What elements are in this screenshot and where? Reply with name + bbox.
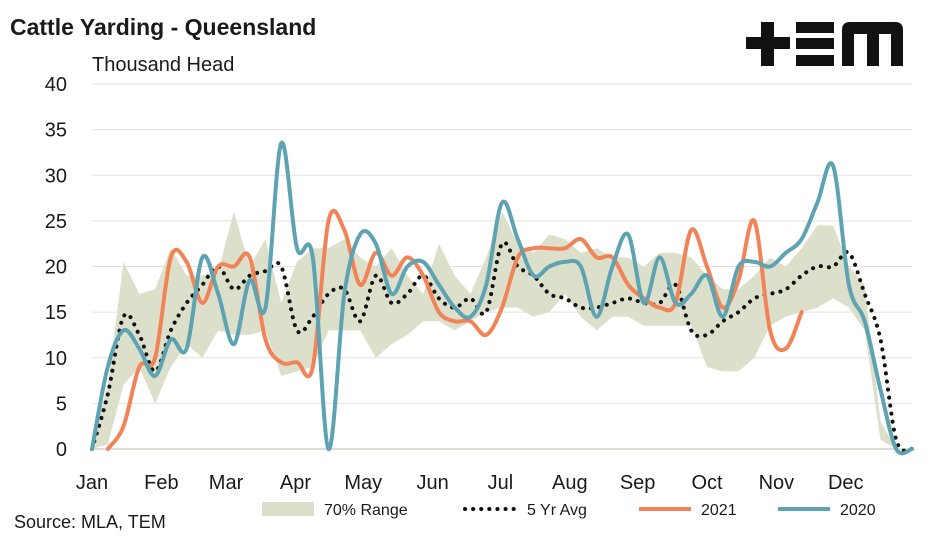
series-line-2021 xyxy=(105,208,804,451)
series-lines xyxy=(90,140,914,456)
legend-label: 2021 xyxy=(701,502,737,519)
x-tick-label: Dec xyxy=(828,472,864,494)
chart-title: Cattle Yarding - Queensland xyxy=(10,14,317,40)
y-tick-label: 5 xyxy=(56,393,67,415)
x-tick-label: Jan xyxy=(76,472,108,494)
x-tick-label: Mar xyxy=(209,472,244,494)
legend-label: 2020 xyxy=(840,502,876,519)
y-tick-label: 35 xyxy=(45,120,67,142)
range-band xyxy=(92,211,912,449)
y-tick-label: 20 xyxy=(45,257,67,279)
x-tick-label: Jun xyxy=(416,472,448,494)
x-axis-ticks: Jan Feb Mar Apr May Jun Jul Aug Sep Oct Nov Dec xyxy=(76,472,864,494)
legend-item: 70% Range xyxy=(262,502,408,519)
y-tick-label: 25 xyxy=(45,211,67,233)
x-tick-label: Nov xyxy=(759,472,795,494)
legend-item: 2021 xyxy=(639,502,737,519)
x-tick-label: Aug xyxy=(552,472,588,494)
y-tick-label: 10 xyxy=(45,348,67,370)
x-tick-label: Feb xyxy=(144,472,178,494)
source-note: Source: MLA, TEM xyxy=(14,512,166,532)
x-tick-label: May xyxy=(344,472,382,494)
legend-item: 2020 xyxy=(778,502,876,519)
legend-swatch xyxy=(262,502,314,516)
legend-label: 70% Range xyxy=(324,502,408,519)
x-tick-label: Apr xyxy=(280,472,311,494)
series-line-5-yr-avg xyxy=(90,240,914,453)
legend-item: 5 Yr Avg xyxy=(463,502,587,519)
range-band-area xyxy=(92,211,912,449)
y-tick-label: 30 xyxy=(45,165,67,187)
x-tick-label: Jul xyxy=(488,472,514,494)
y-axis-unit-label: Thousand Head xyxy=(92,54,235,76)
y-tick-label: 40 xyxy=(45,74,67,96)
x-tick-label: Sep xyxy=(620,472,656,494)
legend-label: 5 Yr Avg xyxy=(527,502,587,519)
y-tick-label: 15 xyxy=(45,302,67,324)
series-line-2020 xyxy=(90,140,914,456)
tem-logo xyxy=(746,22,903,66)
x-tick-label: Oct xyxy=(691,472,723,494)
y-axis-ticks: 0 5 10 15 20 25 30 35 40 xyxy=(45,74,67,461)
y-tick-label: 0 xyxy=(56,439,67,461)
legend: 70% Range 5 Yr Avg 2021 2020 xyxy=(262,502,876,519)
